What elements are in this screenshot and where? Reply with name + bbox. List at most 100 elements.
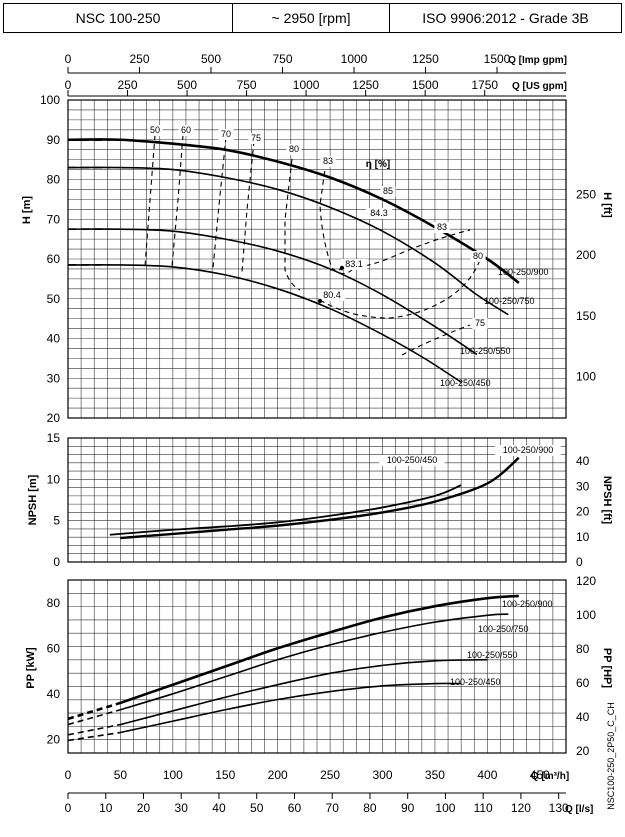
ls-tick-label: 120: [511, 801, 531, 815]
h-m-tick-label: 80: [47, 173, 61, 187]
ls-tick-label: 30: [175, 801, 189, 815]
us-gpm-tick-label: 1250: [352, 78, 379, 92]
efficiency-label-bg: [248, 133, 264, 144]
efficiency-label: 80: [473, 251, 483, 261]
us-gpm-tick-label: 1500: [412, 78, 439, 92]
head-series-label: 100-250/550: [460, 346, 511, 356]
head-curve-100-250-550: [67, 228, 478, 356]
m3h-tick-label: 150: [215, 768, 235, 782]
ls-tick-label: 100: [435, 801, 455, 815]
ls-tick-label: 40: [212, 801, 226, 815]
us-gpm-tick-label: 250: [118, 78, 138, 92]
npsh-series-label-900: 100-250/900: [503, 445, 554, 455]
head-curve-100-250-750: [67, 166, 509, 316]
us-gpm-tick-label: 1750: [471, 78, 498, 92]
p-kw-tick-label: 80: [47, 596, 61, 610]
m3h-tick-label: 350: [425, 768, 445, 782]
efficiency-label-bg: [320, 156, 336, 167]
m3h-tick-label: 0: [65, 768, 72, 782]
npsh-curve-100-250-900: [120, 456, 520, 540]
ls-tick-label: 0: [65, 801, 72, 815]
ls-tick-label: 10: [99, 801, 113, 815]
m3h-axis-label: Q [m³/h]: [531, 771, 569, 782]
npsh-curve-100-250-450: [109, 484, 462, 536]
h-m-tick-label: 60: [47, 252, 61, 266]
power-curve-100-250-550: [120, 658, 488, 726]
npsh-ft-tick-label: 40: [576, 454, 590, 468]
m3h-tick-label: 400: [477, 768, 497, 782]
npsh-ft-tick-label: 10: [576, 530, 590, 544]
imp-gpm-tick-label: 1250: [412, 52, 439, 66]
bep-dot: [339, 265, 345, 271]
standard-cell: ISO 9906:2012 - Grade 3B: [389, 3, 622, 33]
npsh-series-label-900-bg: [495, 445, 561, 456]
imp-gpm-tick-label: 1000: [341, 52, 368, 66]
power-curve-100-250-450: [120, 682, 462, 734]
efficiency-iso-line: [171, 134, 184, 267]
imp-gpm-axis-label: Q [Imp gpm]: [508, 55, 567, 66]
head-grid: [68, 100, 566, 418]
footer-code: NSC100-250_2P50_C_CH: [606, 702, 616, 810]
h-m-tick-label: 90: [47, 133, 61, 147]
efficiency-iso-line: [241, 140, 255, 273]
efficiency-label-bg: [434, 222, 450, 233]
p-hp-tick-label: 20: [576, 744, 590, 758]
npsh-ft-axis-label: NPSH [ft]: [601, 476, 613, 525]
us-gpm-tick-label: 750: [237, 78, 257, 92]
power-series-label: 100-250/450: [450, 677, 501, 687]
imp-gpm-tick-label: 750: [272, 52, 292, 66]
efficiency-label: 85: [383, 186, 393, 196]
efficiency-iso-line: [319, 161, 353, 275]
power-series-label: 100-250/550: [467, 650, 518, 660]
efficiency-label-bg: [318, 290, 346, 301]
power-curve-100-250-900: [119, 594, 519, 705]
efficiency-label-bg: [147, 125, 163, 136]
efficiency-label-bg: [470, 251, 486, 262]
npsh-series-label-450: 100-250/450: [387, 455, 438, 465]
efficiency-label: 80: [289, 144, 299, 154]
efficiency-label-bg: [380, 186, 396, 197]
h-m-tick-label: 20: [47, 411, 61, 425]
h-ft-axis-label: H [ft]: [601, 192, 613, 218]
efficiency-iso-line: [212, 136, 227, 269]
efficiency-label-bg: [218, 129, 234, 140]
m3h-tick-label: 50: [114, 768, 128, 782]
efficiency-label: 83: [323, 156, 333, 166]
power-start-dash: [67, 701, 121, 721]
ls-tick-label: 60: [288, 801, 302, 815]
efficiency-label: 50: [150, 125, 160, 135]
npsh-frame: [67, 437, 567, 563]
bep-dot: [317, 298, 323, 304]
npsh-m-tick-label: 0: [53, 555, 60, 569]
m3h-tick-label: 450: [530, 768, 550, 782]
m3h-tick-label: 100: [163, 768, 183, 782]
head-series-label: 100-250/450: [440, 378, 491, 388]
ls-tick-label: 110: [474, 801, 493, 815]
efficiency-iso-line: [284, 149, 301, 291]
ls-tick-label: 70: [326, 801, 340, 815]
ls-tick-label: 50: [250, 801, 264, 815]
efficiency-label: 60: [181, 125, 191, 135]
m3h-tick-label: 300: [373, 768, 393, 782]
efficiency-label: 83: [437, 222, 447, 232]
ls-tick-label: 80: [363, 801, 377, 815]
efficiency-label: 75: [251, 133, 261, 143]
p-kw-tick-label: 20: [47, 732, 61, 746]
p-hp-tick-label: 100: [576, 608, 596, 622]
h-m-tick-label: 50: [47, 292, 61, 306]
us-gpm-tick-label: 1000: [293, 78, 320, 92]
us-gpm-axis-label: Q [US gpm]: [512, 81, 567, 92]
efficiency-label: 75: [475, 318, 485, 328]
us-gpm-tick-label: 0: [65, 78, 72, 92]
efficiency-label: 83.1: [345, 259, 363, 269]
efficiency-label-bg: [365, 208, 393, 219]
power-start-dash: [67, 723, 121, 736]
power-start-dash: [67, 731, 121, 742]
h-m-axis-label: H [m]: [21, 196, 33, 224]
imp-gpm-tick-label: 250: [129, 52, 149, 66]
npsh-ft-tick-label: 30: [576, 479, 590, 493]
ls-tick-label: 90: [401, 801, 415, 815]
p-hp-tick-label: 40: [576, 710, 590, 724]
